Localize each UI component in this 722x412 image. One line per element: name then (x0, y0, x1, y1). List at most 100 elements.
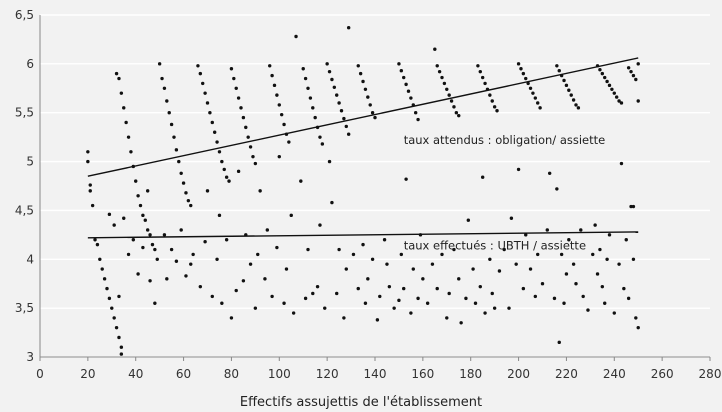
data-point (562, 78, 566, 83)
data-point (514, 262, 518, 266)
data-point (361, 242, 365, 247)
data-point (208, 111, 212, 115)
data-point (275, 93, 279, 97)
data-point (122, 216, 126, 220)
data-point (567, 88, 571, 92)
data-point (270, 294, 274, 299)
data-point (308, 96, 313, 100)
data-point (222, 167, 226, 172)
data-point (356, 64, 360, 68)
data-point (311, 106, 315, 110)
data-point (480, 175, 485, 179)
data-point (253, 161, 258, 166)
data-point (603, 301, 607, 305)
data-point (114, 325, 119, 330)
data-point (277, 103, 281, 107)
data-point (552, 296, 557, 301)
data-point (598, 68, 602, 72)
data-point (184, 191, 188, 195)
data-point (471, 267, 475, 271)
data-point (145, 189, 150, 193)
data-point (366, 277, 370, 281)
data-point (634, 77, 638, 82)
data-point (629, 69, 633, 74)
data-point (323, 306, 327, 310)
data-point (545, 228, 549, 232)
data-point (112, 223, 116, 227)
data-point (445, 316, 449, 320)
data-point (141, 213, 145, 218)
data-point (595, 272, 600, 276)
y-tick-label: 5,5 (15, 106, 34, 120)
data-point (464, 296, 468, 301)
x-tick-label: 60 (176, 367, 191, 381)
data-point (256, 252, 260, 257)
data-point (593, 223, 597, 227)
data-point (220, 159, 224, 164)
data-point (217, 213, 222, 218)
data-point (277, 154, 281, 159)
data-point (117, 335, 121, 340)
data-point (248, 262, 253, 266)
data-point (370, 111, 375, 115)
data-point (119, 345, 124, 349)
data-point (440, 75, 444, 80)
data-point (524, 76, 528, 81)
data-point (306, 247, 310, 252)
data-point (435, 64, 439, 68)
data-point (337, 101, 341, 105)
data-point (88, 183, 92, 187)
y-tick-labels: 3 3,5 4 4,5 5 5,5 6 6,5 (15, 8, 34, 364)
data-point (335, 93, 339, 97)
data-point (153, 247, 157, 252)
data-point (626, 296, 631, 301)
data-points (86, 26, 640, 356)
data-point (337, 247, 341, 252)
data-point (634, 316, 638, 320)
data-point (375, 318, 380, 322)
data-point (536, 252, 540, 257)
data-point (148, 233, 152, 237)
x-tick-label: 220 (555, 367, 578, 381)
annotation-label: taux effectués : UBTH / assiette (404, 239, 586, 253)
data-point (224, 238, 229, 242)
data-point (452, 105, 456, 109)
data-point (198, 284, 203, 289)
data-point (332, 85, 337, 90)
data-point (571, 98, 576, 102)
data-point (631, 73, 636, 78)
data-point (153, 301, 157, 305)
data-point (131, 238, 136, 242)
data-point (404, 82, 408, 87)
data-point (217, 150, 222, 154)
data-point (248, 145, 253, 149)
data-point (129, 150, 133, 154)
data-point (457, 113, 461, 118)
data-point (241, 279, 246, 283)
data-point (564, 272, 569, 276)
data-point (614, 95, 619, 99)
data-point (236, 96, 241, 100)
data-point (227, 179, 231, 183)
data-point (416, 296, 420, 301)
data-point (531, 91, 535, 95)
data-point (495, 109, 499, 113)
data-point (330, 200, 334, 205)
data-point (184, 274, 188, 278)
data-point (303, 76, 308, 81)
data-point (404, 177, 408, 181)
data-point (607, 83, 612, 88)
data-point (291, 311, 296, 315)
data-point (327, 69, 332, 74)
data-point (145, 228, 150, 232)
data-point (224, 175, 229, 179)
trend-line (87, 231, 639, 239)
data-point (457, 277, 461, 281)
axes (39, 15, 711, 361)
y-tick-label: 3,5 (15, 301, 34, 315)
data-point (318, 135, 322, 139)
data-point (279, 112, 284, 117)
data-point (258, 189, 262, 193)
data-point (430, 262, 435, 266)
data-point (476, 64, 480, 68)
